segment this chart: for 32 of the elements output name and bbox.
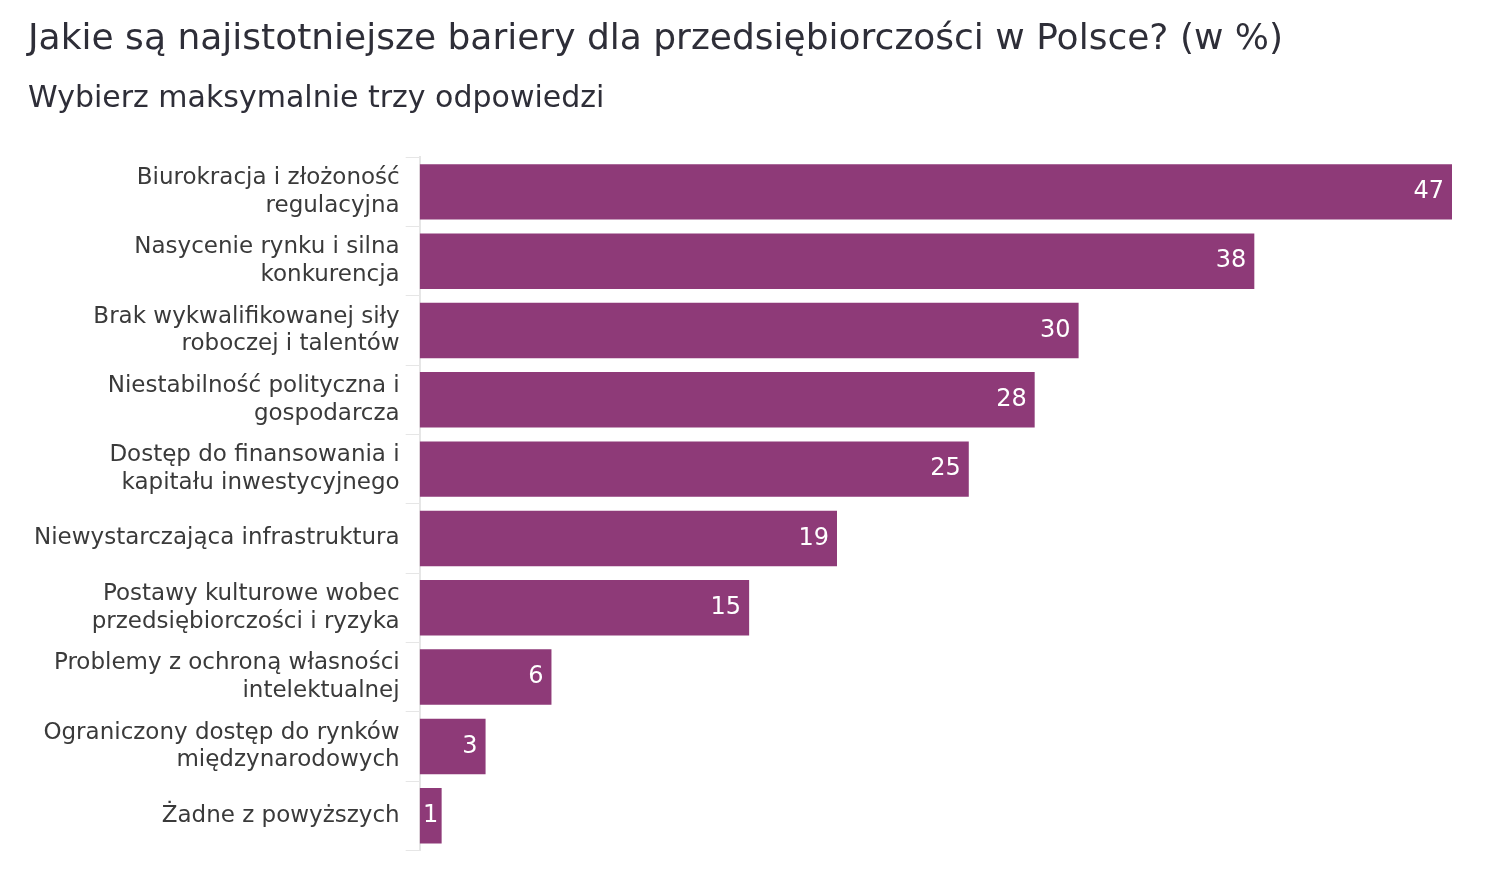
chart-subtitle: Wybierz maksymalnie trzy odpowiedzi bbox=[28, 79, 605, 114]
data-label: 30 bbox=[1040, 314, 1071, 343]
y-tick-label: Postawy kulturowe wobec przedsiębiorczości i ryzyka bbox=[91, 578, 400, 633]
bar bbox=[419, 580, 750, 636]
bar bbox=[419, 233, 1255, 289]
y-tick-label: Żadne z powyższych bbox=[161, 799, 400, 827]
data-label: 19 bbox=[798, 522, 829, 551]
bar bbox=[419, 510, 837, 567]
y-tick-label: Problemy z ochroną własności intelektualnej bbox=[53, 648, 400, 702]
bar bbox=[419, 302, 1079, 359]
bar bbox=[419, 164, 1452, 220]
bar bbox=[419, 788, 442, 844]
bar bbox=[419, 441, 969, 497]
data-label: 25 bbox=[930, 453, 961, 482]
data-label: 1 bbox=[423, 799, 439, 828]
bar bbox=[419, 649, 552, 705]
y-tick-label: Ograniczony dostęp do rynków międzynarodowych bbox=[43, 717, 400, 772]
y-tick-label: Brak wykwalifikowanej siły roboczej i talentów bbox=[93, 301, 400, 356]
y-tick-label: Dostęp do finansowania i kapitału inwestycyjnego bbox=[109, 440, 400, 494]
data-label: 15 bbox=[710, 592, 742, 621]
data-label: 28 bbox=[996, 384, 1027, 413]
data-label: 38 bbox=[1215, 245, 1247, 274]
data-label: 47 bbox=[1413, 176, 1444, 205]
y-tick-label: Biurokracja i złożoność regulacyjna bbox=[136, 163, 400, 217]
bar bbox=[419, 372, 1035, 428]
y-tick-label: Niestabilność polityczna i gospodarcza bbox=[107, 370, 400, 425]
data-label: 3 bbox=[462, 730, 478, 759]
y-tick-label: Nasycenie rynku i silna konkurencja bbox=[134, 232, 400, 286]
y-tick-label: Niewystarczająca infrastruktura bbox=[33, 523, 400, 550]
bar bbox=[419, 718, 486, 775]
data-label: 6 bbox=[528, 661, 544, 690]
chart-title: Jakie są najistotniejsze bariery dla przedsiębiorczości w Polsce? (w %) bbox=[26, 15, 1284, 57]
